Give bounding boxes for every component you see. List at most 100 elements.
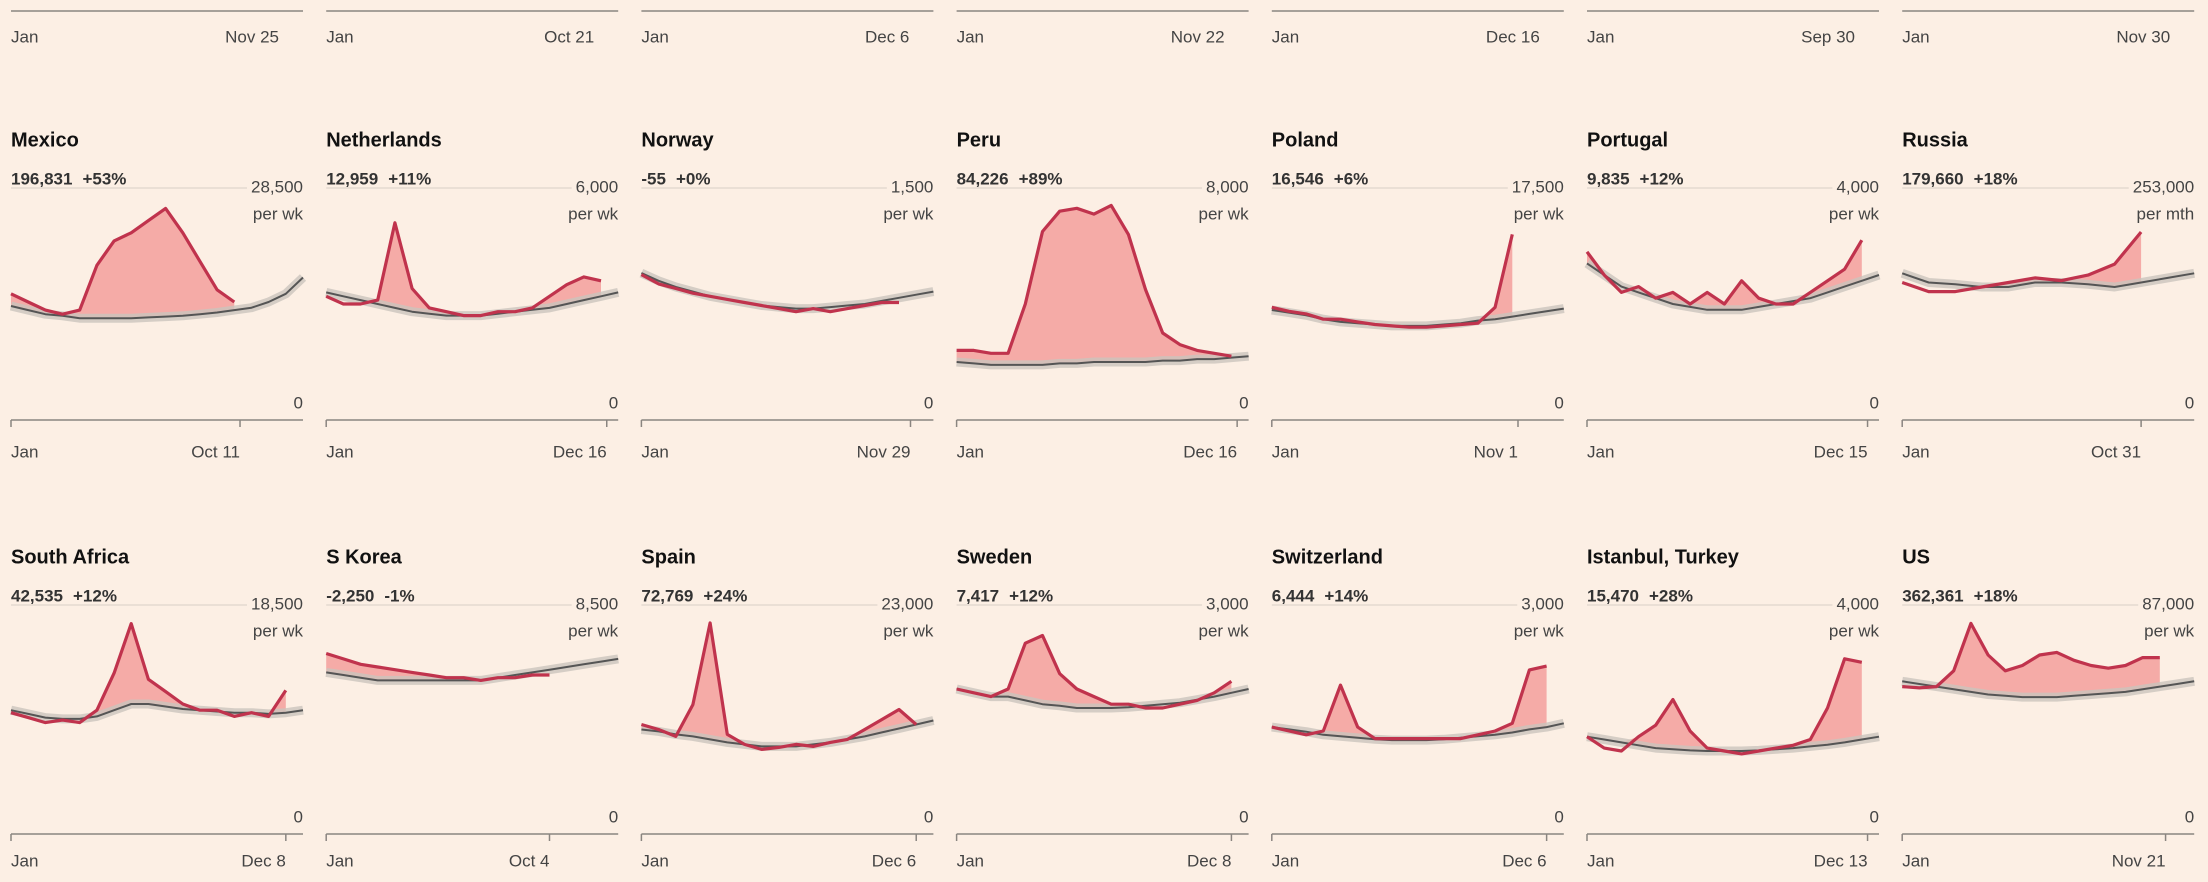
x-tick-label: Nov 21: [2112, 851, 2166, 870]
excess-change: +12%: [73, 586, 117, 605]
excess-deaths: -2,250: [326, 586, 374, 605]
y-axis-unit: per wk: [2144, 621, 2195, 640]
panel-title: Mexico: [11, 129, 79, 151]
y-tick-label: 0: [294, 807, 303, 826]
x-tick-label: Jan: [957, 27, 984, 46]
x-tick-label: Jan: [1587, 851, 1614, 870]
x-tick-label: Oct 21: [544, 27, 594, 46]
x-tick-label: Nov 25: [225, 27, 279, 46]
baseline-line: [956, 355, 1249, 366]
excess-area: [326, 653, 550, 681]
y-tick-label: 0: [294, 393, 303, 412]
y-tick-label: 0: [924, 807, 933, 826]
panel-title: Netherlands: [326, 129, 442, 151]
panel-title: Norway: [641, 129, 714, 151]
y-axis-unit: per wk: [568, 204, 619, 223]
y-tick-label: 87,000: [2142, 594, 2194, 613]
y-axis-unit: per wk: [1514, 621, 1565, 640]
y-axis-unit: per mth: [2137, 204, 2195, 223]
x-tick-label: Jan: [326, 851, 353, 870]
panel-title: Switzerland: [1272, 546, 1383, 568]
current-year-line: [325, 651, 550, 682]
current-year-line: [1271, 664, 1547, 741]
x-tick-label: Nov 30: [2116, 27, 2170, 46]
y-tick-label: 0: [924, 393, 933, 412]
baseline-line: [1902, 680, 2195, 699]
excess-change: +12%: [1640, 169, 1684, 188]
y-axis-unit: per wk: [883, 621, 934, 640]
current-year-line: [325, 221, 602, 318]
panel-title: Peru: [957, 129, 1001, 151]
y-tick-label: 0: [2185, 807, 2194, 826]
x-tick-label: Jan: [1272, 851, 1299, 870]
x-tick-label: Jan: [11, 851, 38, 870]
y-tick-label: 0: [1554, 393, 1563, 412]
excess-deaths: 16,546: [1272, 169, 1324, 188]
baseline-line: [1901, 272, 2195, 288]
x-tick-label: Dec 16: [1486, 27, 1540, 46]
panel-title: US: [1902, 546, 1930, 568]
panel-title: Portugal: [1587, 129, 1668, 151]
x-tick-label: Dec 8: [1187, 851, 1231, 870]
current-year-line: [10, 622, 288, 725]
y-axis-unit: per wk: [1829, 204, 1880, 223]
excess-deaths: 7,417: [957, 586, 1000, 605]
excess-area: [1587, 658, 1862, 751]
y-axis-unit: per wk: [883, 204, 934, 223]
x-tick-label: Dec 6: [865, 27, 909, 46]
y-tick-label: 0: [609, 393, 618, 412]
y-axis-unit: per wk: [1199, 621, 1250, 640]
x-tick-label: Jan: [641, 851, 668, 870]
excess-change: +14%: [1324, 586, 1368, 605]
excess-change: +18%: [1974, 586, 2018, 605]
x-tick-label: Jan: [1902, 27, 1929, 46]
x-tick-label: Sep 30: [1801, 27, 1855, 46]
y-tick-label: 23,000: [881, 594, 933, 613]
x-tick-label: Oct 4: [509, 851, 550, 870]
excess-change: +18%: [1974, 169, 2018, 188]
y-axis-unit: per wk: [1829, 621, 1880, 640]
x-tick-label: Oct 11: [191, 442, 240, 461]
y-tick-label: 17,500: [1512, 177, 1564, 196]
y-tick-label: 1,500: [891, 177, 934, 196]
excess-deaths: 362,361: [1902, 586, 1963, 605]
y-tick-label: 8,500: [576, 594, 619, 613]
current-year-line: [10, 206, 236, 316]
y-tick-label: 3,000: [1206, 594, 1249, 613]
excess-change: +24%: [703, 586, 747, 605]
excess-deaths: 179,660: [1902, 169, 1963, 188]
x-tick-label: Oct 31: [2091, 442, 2141, 461]
excess-deaths: 6,444: [1272, 586, 1315, 605]
excess-area: [956, 205, 1232, 365]
panel-title: Istanbul, Turkey: [1587, 546, 1740, 568]
x-tick-label: Dec 6: [1502, 851, 1546, 870]
y-tick-label: 0: [1239, 393, 1248, 412]
x-tick-label: Dec 16: [1183, 442, 1237, 461]
y-tick-label: 0: [2185, 393, 2194, 412]
excess-area: [641, 622, 917, 747]
excess-deaths: -55: [641, 169, 666, 188]
excess-change: +11%: [388, 169, 431, 188]
x-tick-label: Jan: [641, 442, 668, 461]
excess-change: +6%: [1334, 169, 1369, 188]
panel-title: Poland: [1272, 129, 1339, 151]
y-tick-label: 0: [1554, 807, 1563, 826]
excess-change: +12%: [1009, 586, 1053, 605]
baseline-line: [1586, 262, 1880, 311]
x-tick-label: Dec 15: [1814, 442, 1868, 461]
x-tick-label: Dec 16: [553, 442, 607, 461]
y-tick-label: 4,000: [1836, 594, 1879, 613]
x-tick-label: Nov 1: [1474, 442, 1518, 461]
x-tick-label: Dec 13: [1814, 851, 1868, 870]
x-tick-label: Jan: [326, 442, 353, 461]
excess-change: -1%: [384, 586, 414, 605]
y-tick-label: 0: [1870, 807, 1879, 826]
x-tick-label: Jan: [641, 27, 668, 46]
excess-change: +89%: [1019, 169, 1063, 188]
panel-title: Spain: [641, 546, 695, 568]
excess-change: +28%: [1649, 586, 1693, 605]
current-year-line: [640, 273, 899, 314]
y-tick-label: 28,500: [251, 177, 303, 196]
excess-area: [11, 208, 235, 319]
